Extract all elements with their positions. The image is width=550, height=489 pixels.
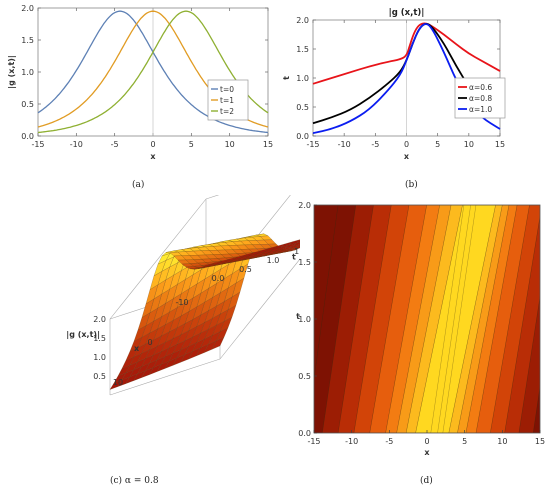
- contour-line: [437, 205, 471, 433]
- legend-label: t=2: [220, 107, 234, 116]
- t-tick-label: 0.5: [239, 265, 252, 274]
- y-tick-label: 1.5: [21, 36, 34, 45]
- x-tick-label: -15: [306, 140, 319, 149]
- y-tick-label: 1.0: [298, 315, 311, 324]
- x-tick-label: 0: [147, 338, 152, 347]
- x-tick-label: -10: [175, 298, 188, 307]
- y-tick-label: 0.5: [298, 372, 311, 381]
- chart-c: -10 0 10 x 0.0 0.5 1.0 1.5 2.0 t 0.5 1.0 1.5 2.0 |g (x…: [66, 162, 334, 396]
- y-tick-label: 1.0: [296, 74, 309, 83]
- x-tick-label: -10: [345, 437, 358, 446]
- x-tick-label: -15: [307, 437, 320, 446]
- y-tick-label: 2.0: [296, 16, 309, 25]
- y-tick-label: 2.0: [21, 4, 34, 13]
- z-axis-label: |g (x,t)|: [66, 330, 100, 339]
- y-axis-label: |g (x,t)|: [7, 55, 16, 89]
- y-tick-label: 1.5: [298, 258, 311, 267]
- caption-a: (a): [132, 180, 145, 190]
- chart-d: -15 -10 -5 0 5 10 15 0.0 0.5 1.0 1.5 2.0 x t: [296, 201, 545, 457]
- x-axis-label: x: [150, 152, 156, 161]
- x-tick-label: -5: [371, 140, 379, 149]
- surface: [109, 233, 317, 390]
- chart-a: -15 -10 -5 0 5 10 15 0.0 0.5 1.0 1.5 2.0 x |g (x,t)| t…: [7, 4, 273, 161]
- y-tick-label: 0.0: [298, 429, 311, 438]
- legend-label: α=0.6: [469, 83, 492, 92]
- surface-patch: [201, 262, 214, 268]
- caption-b: (b): [405, 180, 418, 190]
- panel-c: -10 0 10 x 0.0 0.5 1.0 1.5 2.0 t 0.5 1.0 1.5 2.0 |g (x…: [0, 162, 334, 475]
- y-tick-label: 1.0: [21, 68, 34, 77]
- y-tick-label: 0.5: [21, 100, 34, 109]
- legend-label: α=0.8: [469, 94, 492, 103]
- y-tick-label: 0.0: [21, 132, 34, 141]
- legend-label: t=1: [220, 96, 234, 105]
- x-axis-label: x: [134, 344, 140, 353]
- x-tick-label: 0: [150, 140, 155, 149]
- box-edge: [109, 198, 207, 320]
- x-tick-label: 15: [495, 140, 505, 149]
- x-tick-label: -5: [111, 140, 119, 149]
- caption-d: (d): [420, 476, 433, 486]
- x-tick-label: 10: [225, 140, 235, 149]
- x-tick-label: -15: [31, 140, 44, 149]
- t-tick-label: 1.0: [267, 256, 280, 265]
- panel-b: -15 -10 -5 0 5 10 15 0.0 0.5 1.0 1.5 2.0 x t |g (x,t)|…: [275, 0, 550, 190]
- legend-label: t=0: [220, 85, 234, 94]
- x-tick-label: 5: [462, 437, 467, 446]
- x-tick-label: 15: [263, 140, 273, 149]
- caption-c: (c) α = 0.8: [110, 476, 159, 486]
- t-tick-label: 0.0: [212, 274, 225, 283]
- legend-label: α=1.0: [469, 105, 492, 114]
- x-tick-label: 5: [435, 140, 440, 149]
- contour-line: [442, 205, 477, 433]
- z-tick-label: 1.5: [93, 334, 106, 343]
- series-line-α=0.6: [312, 22, 501, 85]
- t-axis-label: t: [292, 252, 296, 261]
- x-tick-label: 10: [497, 437, 507, 446]
- x-tick-label: 10: [464, 140, 474, 149]
- box-edge: [109, 358, 221, 396]
- x-tick-label: 10: [113, 378, 123, 387]
- series-line-t=2: [37, 10, 269, 134]
- x-tick-label: 0: [424, 437, 429, 446]
- x-axis-label: x: [404, 152, 410, 161]
- contour-band: [415, 205, 496, 433]
- x-tick-label: 15: [535, 437, 545, 446]
- y-axis-label: t: [296, 312, 300, 321]
- y-tick-label: 2.0: [298, 201, 311, 210]
- contour-line: [430, 205, 465, 433]
- panel-a: -15 -10 -5 0 5 10 15 0.0 0.5 1.0 1.5 2.0 x |g (x,t)| t…: [0, 0, 275, 190]
- x-tick-label: 0: [404, 140, 409, 149]
- y-tick-label: 1.5: [296, 45, 309, 54]
- x-tick-label: 5: [189, 140, 194, 149]
- x-axis-label: x: [424, 448, 430, 455]
- y-tick-label: 0.0: [296, 132, 309, 141]
- y-axis-label: t: [282, 76, 291, 80]
- y-tick-label: 0.5: [296, 103, 309, 112]
- z-tick-label: 1.0: [93, 353, 106, 362]
- chart-title: |g (x,t)|: [389, 8, 425, 18]
- panel-d: -15 -10 -5 0 5 10 15 0.0 0.5 1.0 1.5 2.0 x t: [290, 195, 550, 475]
- x-tick-label: -5: [385, 437, 393, 446]
- box-edge: [205, 162, 317, 200]
- z-tick-label: 0.5: [93, 372, 106, 381]
- x-tick-label: -10: [70, 140, 83, 149]
- z-tick-label: 2.0: [93, 315, 106, 324]
- contour-bands: [314, 205, 540, 433]
- chart-b: -15 -10 -5 0 5 10 15 0.0 0.5 1.0 1.5 2.0 x t |g (x,t)|…: [282, 8, 506, 161]
- x-tick-label: -10: [338, 140, 351, 149]
